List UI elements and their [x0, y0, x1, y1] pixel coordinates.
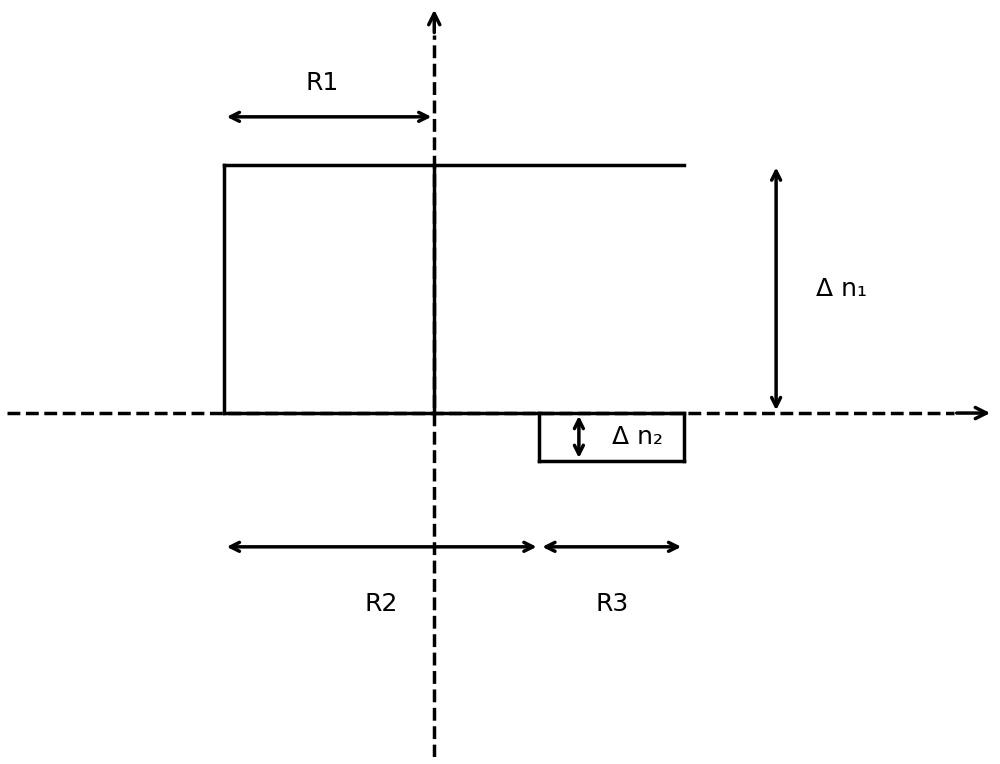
Text: R3: R3	[595, 592, 628, 617]
Text: R2: R2	[365, 592, 398, 617]
Text: R1: R1	[306, 71, 339, 96]
Text: Δ n₂: Δ n₂	[612, 425, 663, 449]
Text: Δ n₁: Δ n₁	[816, 277, 867, 301]
